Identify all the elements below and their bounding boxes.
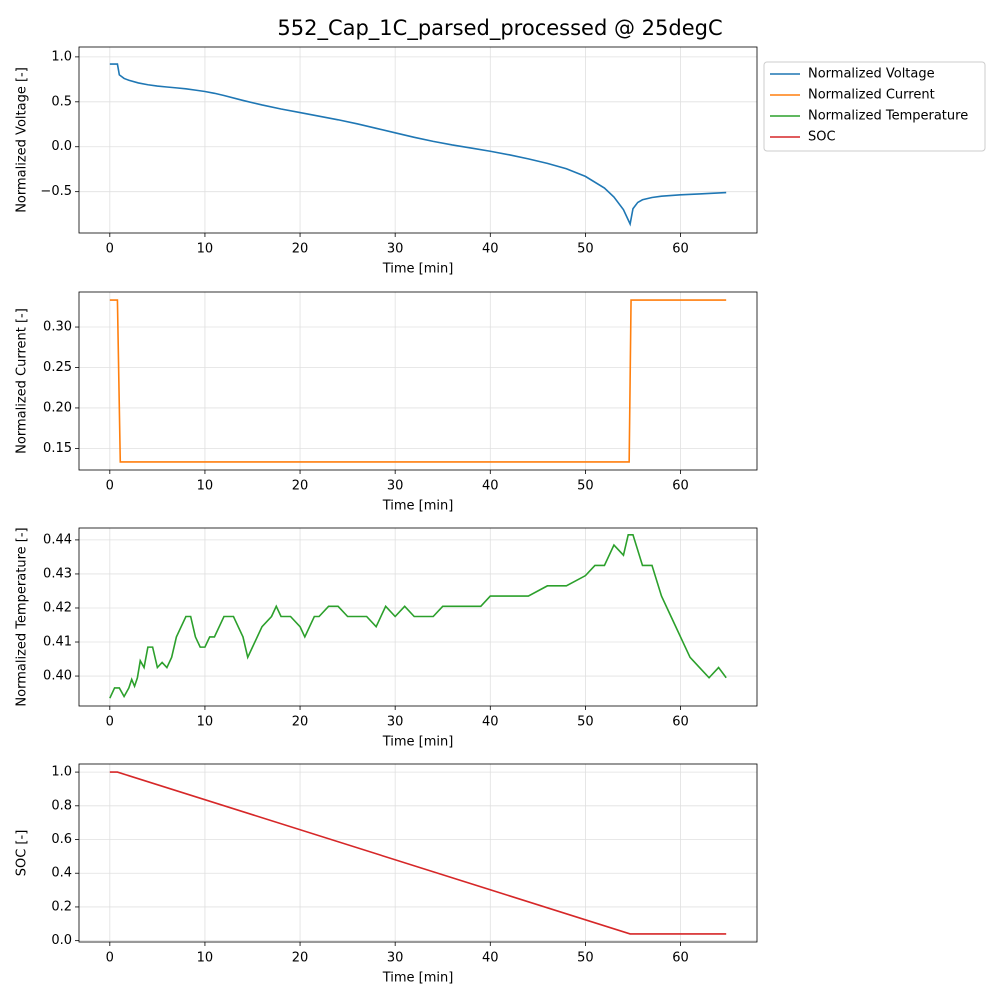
y-tick-label: 0.43: [43, 566, 72, 581]
x-tick-label: 0: [106, 242, 114, 257]
x-tick-label: 50: [577, 715, 594, 730]
axes-frame: [78, 763, 758, 943]
data-line: [109, 299, 727, 463]
y-tick-label: 0.0: [51, 933, 72, 948]
y-tick-label: 0.42: [43, 600, 72, 615]
legend-label: Normalized Voltage: [808, 67, 935, 82]
y-tick-label: 0.5: [51, 94, 72, 109]
y-tick-label: 0.20: [43, 400, 72, 415]
x-axis-label: Time [min]: [382, 971, 454, 986]
legend-label: SOC: [808, 130, 836, 145]
x-tick-label: 0: [106, 715, 114, 730]
legend-label: Normalized Current: [808, 88, 935, 103]
figure-title: 552_Cap_1C_parsed_processed @ 25degC: [277, 16, 722, 41]
x-tick-label: 30: [387, 951, 404, 966]
y-axis-label: Normalized Temperature [-]: [15, 527, 30, 706]
y-tick-label: 0.2: [51, 899, 72, 914]
x-tick-label: 40: [482, 242, 499, 257]
y-tick-label: 0.8: [51, 798, 72, 813]
axes-frame: [78, 291, 758, 471]
y-tick-label: 0.0: [51, 139, 72, 154]
x-tick-label: 40: [482, 715, 499, 730]
x-tick-label: 10: [197, 479, 214, 494]
y-axis-label: Normalized Voltage [-]: [15, 67, 30, 213]
x-tick-label: 10: [197, 242, 214, 257]
y-tick-label: −0.5: [40, 184, 72, 199]
y-tick-label: 0.41: [43, 635, 72, 650]
x-tick-label: 20: [292, 242, 309, 257]
y-tick-label: 0.40: [43, 669, 72, 684]
axes-frame: [78, 527, 758, 707]
x-tick-label: 50: [577, 479, 594, 494]
data-line: [109, 63, 727, 227]
legend-box: [763, 61, 986, 152]
y-tick-label: 0.30: [43, 320, 72, 335]
y-tick-label: 0.25: [43, 360, 72, 375]
x-tick-label: 10: [197, 951, 214, 966]
data-line: [109, 534, 727, 699]
x-tick-label: 10: [197, 715, 214, 730]
x-tick-label: 40: [482, 951, 499, 966]
y-tick-label: 0.44: [43, 532, 72, 547]
x-tick-label: 60: [672, 242, 689, 257]
x-tick-label: 20: [292, 951, 309, 966]
x-axis-label: Time [min]: [382, 262, 454, 277]
data-line: [109, 771, 727, 935]
x-tick-label: 60: [672, 479, 689, 494]
x-tick-label: 0: [106, 951, 114, 966]
x-tick-label: 0: [106, 479, 114, 494]
x-tick-label: 50: [577, 242, 594, 257]
y-tick-label: 0.15: [43, 441, 72, 456]
x-tick-label: 30: [387, 479, 404, 494]
x-tick-label: 20: [292, 715, 309, 730]
y-axis-label: SOC [-]: [15, 830, 30, 877]
x-tick-label: 60: [672, 951, 689, 966]
x-tick-label: 20: [292, 479, 309, 494]
y-axis-label: Normalized Current [-]: [15, 308, 30, 454]
x-tick-label: 40: [482, 479, 499, 494]
x-tick-label: 30: [387, 715, 404, 730]
x-tick-label: 30: [387, 242, 404, 257]
axes-frame: [78, 46, 758, 234]
y-tick-label: 0.6: [51, 832, 72, 847]
legend-label: Normalized Temperature: [808, 109, 968, 124]
y-tick-label: 1.0: [51, 765, 72, 780]
y-tick-label: 0.4: [51, 866, 72, 881]
y-tick-label: 1.0: [51, 49, 72, 64]
x-axis-label: Time [min]: [382, 499, 454, 514]
x-axis-label: Time [min]: [382, 735, 454, 750]
x-tick-label: 50: [577, 951, 594, 966]
x-tick-label: 60: [672, 715, 689, 730]
